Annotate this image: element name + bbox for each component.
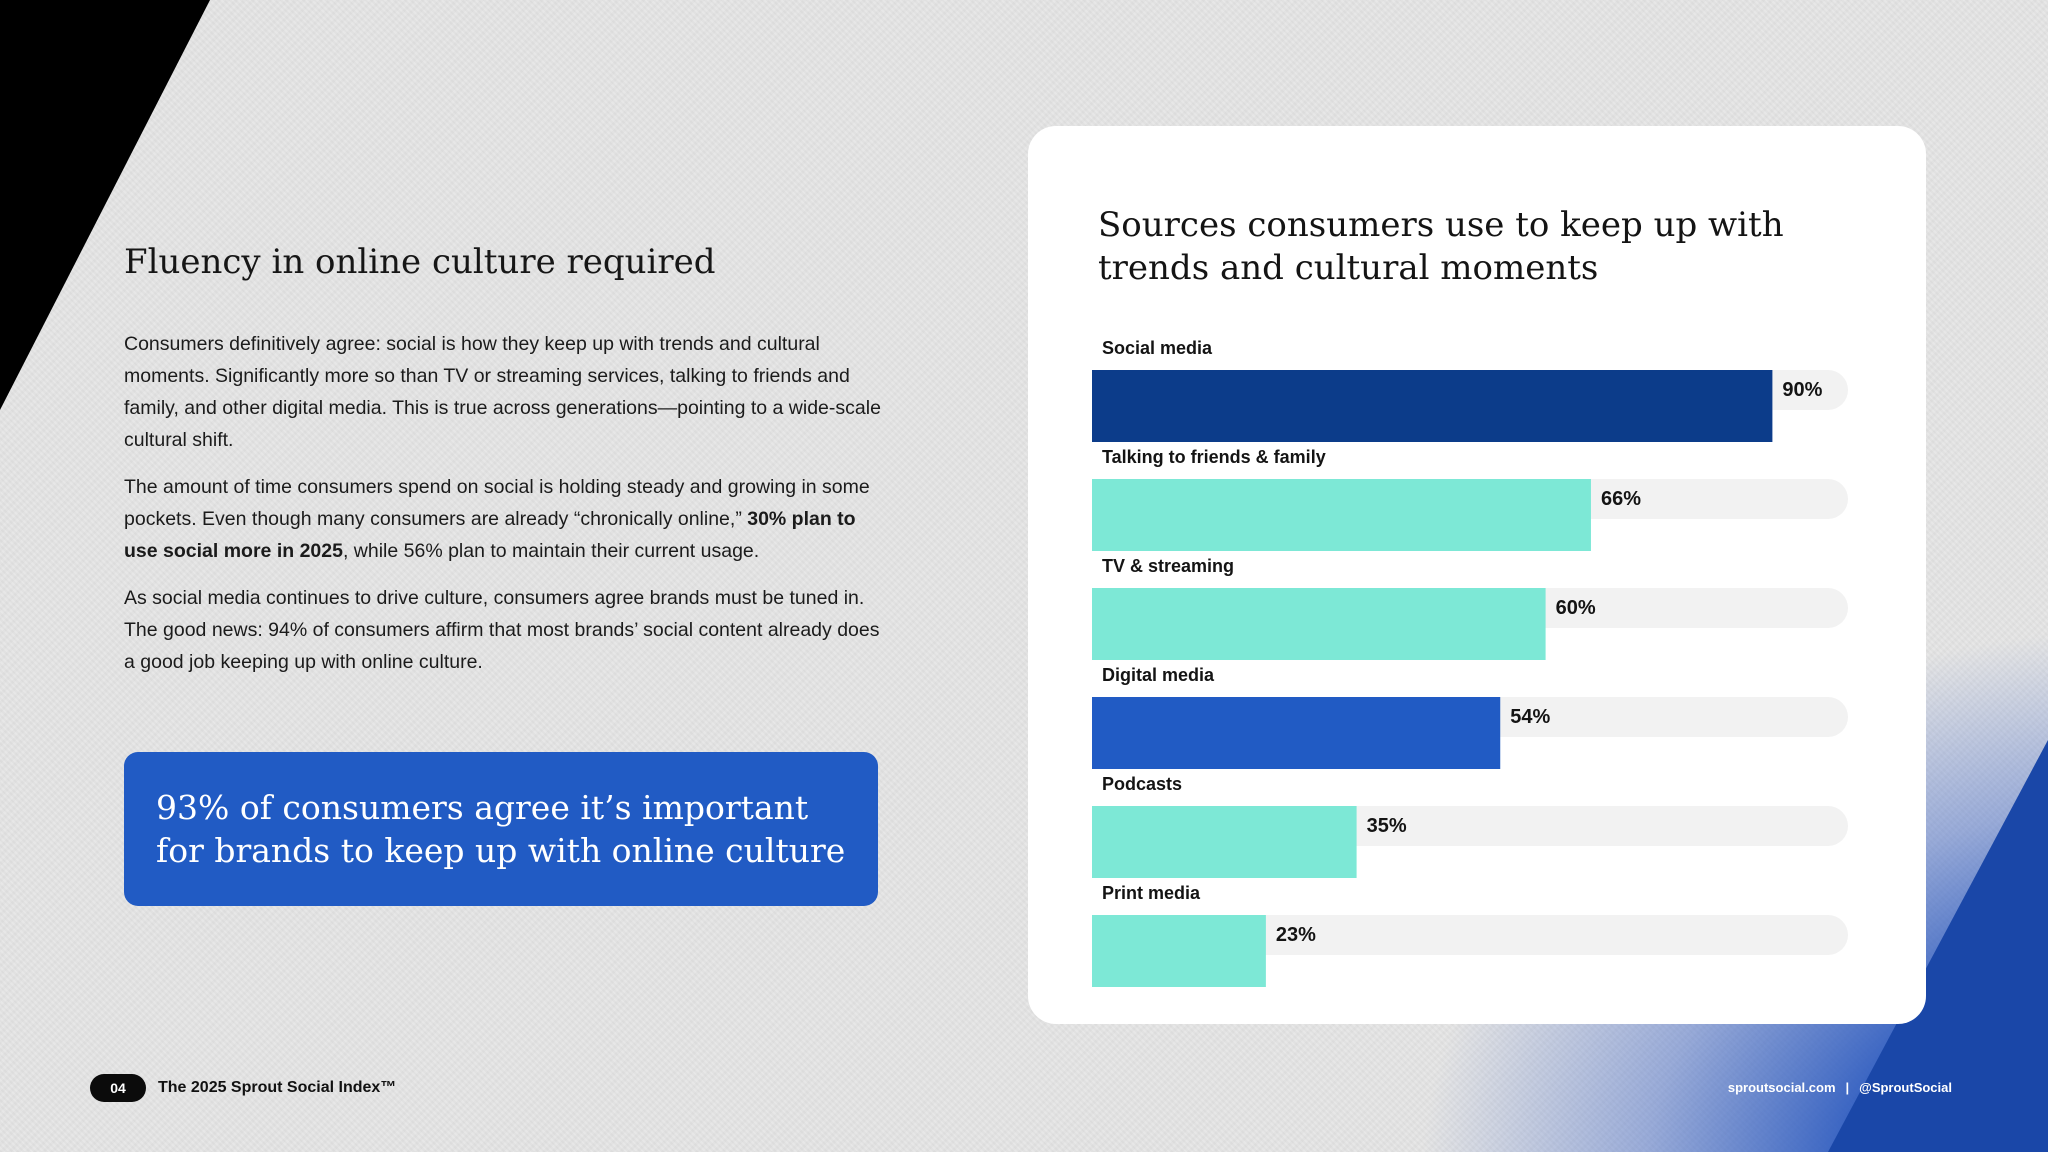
value-label: 66% — [1601, 488, 1641, 510]
section-headline: Fluency in online culture required — [124, 242, 716, 282]
stat-callout-box: 93% of consumers agree it’s important fo… — [124, 752, 878, 906]
bar-track — [1092, 915, 1848, 955]
report-name: The 2025 Sprout Social Index™ — [158, 1079, 397, 1096]
bar-tv-streaming — [1092, 588, 1546, 660]
paragraph-1: Consumers definitively agree: social is … — [124, 333, 881, 451]
social-handle[interactable]: @SproutSocial — [1859, 1080, 1952, 1095]
bar-chart: Social media 90% Talking to friends & fami… — [1092, 338, 1848, 987]
bar-podcasts — [1092, 806, 1357, 878]
paragraph-2-end: , while 56% plan to maintain their curre… — [342, 540, 760, 562]
category-label: Social media — [1102, 338, 1213, 358]
bar-social-media — [1092, 370, 1773, 442]
value-label: 35% — [1367, 815, 1407, 837]
bar-print-media — [1092, 915, 1266, 987]
chart-title: Sources consumers use to keep up with tr… — [1098, 205, 1784, 288]
category-label: Digital media — [1102, 665, 1215, 685]
value-label: 23% — [1276, 924, 1316, 946]
paragraph-2: The amount of time consumers spend on so… — [124, 471, 894, 567]
bar-talking-to-friends-family — [1092, 479, 1591, 551]
paragraph-2-start: The amount of time consumers spend on so… — [124, 476, 870, 530]
page-number-badge: 04 — [90, 1074, 146, 1102]
category-label: Print media — [1102, 883, 1201, 903]
footer-separator: | — [1845, 1080, 1850, 1095]
paragraph-2-highlight: 30% plan to use social more in 2025 — [124, 508, 856, 562]
bar-digital-media — [1092, 697, 1501, 769]
paragraph-3: As social media continues to drive cultu… — [124, 587, 880, 673]
value-label: 60% — [1556, 597, 1596, 619]
footer-right: sproutsocial.com | @SproutSocial — [1728, 1080, 1952, 1095]
black-corner-shape — [0, 0, 210, 410]
website-link[interactable]: sproutsocial.com — [1727, 1080, 1836, 1095]
chart-card: Sources consumers use to keep up with tr… — [1028, 126, 1926, 1024]
category-label: TV & streaming — [1102, 556, 1234, 576]
stat-callout-text: 93% of consumers agree it’s important fo… — [156, 788, 846, 870]
value-label: 90% — [1782, 379, 1822, 401]
blue-corner-shape — [1828, 740, 2048, 1152]
value-label: 54% — [1510, 706, 1550, 728]
category-label: Podcasts — [1102, 774, 1182, 794]
body-copy: Consumers definitively agree: social is … — [124, 328, 894, 693]
footer-left: 04 The 2025 Sprout Social Index™ — [90, 1074, 396, 1102]
category-label: Talking to friends & family — [1102, 447, 1326, 467]
